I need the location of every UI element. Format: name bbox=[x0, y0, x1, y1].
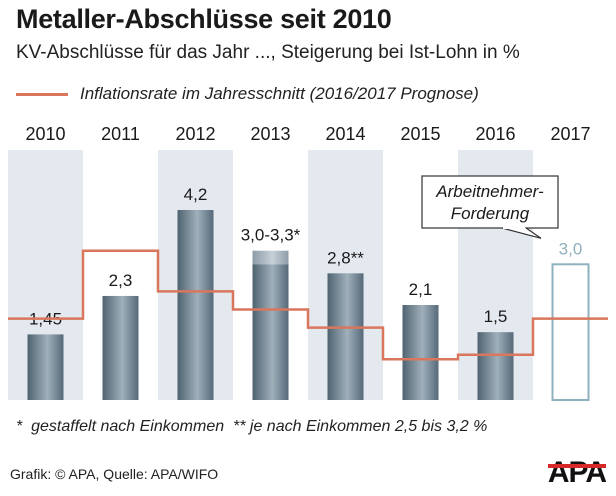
year-label-2015: 2015 bbox=[400, 124, 440, 144]
footnote: * gestaffelt nach Einkommen ** je nach E… bbox=[16, 418, 488, 435]
bar-2014 bbox=[327, 273, 364, 400]
legend: Inflationsrate im Jahresschnitt (2016/20… bbox=[16, 84, 479, 104]
bar-range-2013 bbox=[252, 250, 289, 265]
bar-2011 bbox=[102, 295, 139, 400]
year-label-2013: 2013 bbox=[250, 124, 290, 144]
callout-line-1: Arbeitnehmer- bbox=[435, 182, 544, 201]
callout-tail bbox=[501, 227, 542, 239]
callout-box bbox=[421, 175, 559, 229]
year-label-2011: 2011 bbox=[101, 124, 140, 144]
data-label-2012: 4,2 bbox=[184, 185, 208, 204]
year-label-2012: 2012 bbox=[175, 124, 215, 144]
data-label-2013: 3,0-3,3* bbox=[241, 226, 301, 245]
chart-subtitle: KV-Abschlüsse für das Jahr ..., Steigeru… bbox=[16, 42, 520, 63]
year-label-2014: 2014 bbox=[325, 124, 365, 144]
callout-line-2: Forderung bbox=[451, 204, 530, 223]
bar-2017 bbox=[551, 263, 590, 401]
year-label-2010: 2010 bbox=[25, 124, 65, 144]
chart-title: Metaller-Abschlüsse seit 2010 bbox=[16, 4, 392, 34]
data-label-2011: 2,3 bbox=[109, 271, 133, 290]
apa-logo-text: APA bbox=[547, 456, 607, 489]
source-credit: Grafik: © APA, Quelle: APA/WIFO bbox=[10, 466, 219, 482]
legend-line-swatch bbox=[16, 92, 68, 96]
data-label-2014: 2,8** bbox=[327, 248, 364, 267]
apa-logo: APA bbox=[547, 456, 607, 489]
data-label-2015: 2,1 bbox=[409, 280, 433, 299]
bar-2016 bbox=[477, 332, 514, 400]
year-label-2016: 2016 bbox=[475, 124, 515, 144]
bar-2013 bbox=[252, 264, 289, 400]
apa-logo-bar bbox=[547, 464, 606, 468]
year-label-2017: 2017 bbox=[550, 124, 590, 144]
bar-2010 bbox=[27, 334, 64, 400]
legend-label: Inflationsrate im Jahresschnitt (2016/20… bbox=[80, 84, 479, 103]
data-label-2016: 1,5 bbox=[484, 307, 508, 326]
bar-2012 bbox=[177, 210, 214, 400]
data-label-2017: 3,0 bbox=[559, 239, 583, 258]
inflation-line bbox=[8, 249, 608, 361]
bar-2015 bbox=[402, 305, 439, 400]
